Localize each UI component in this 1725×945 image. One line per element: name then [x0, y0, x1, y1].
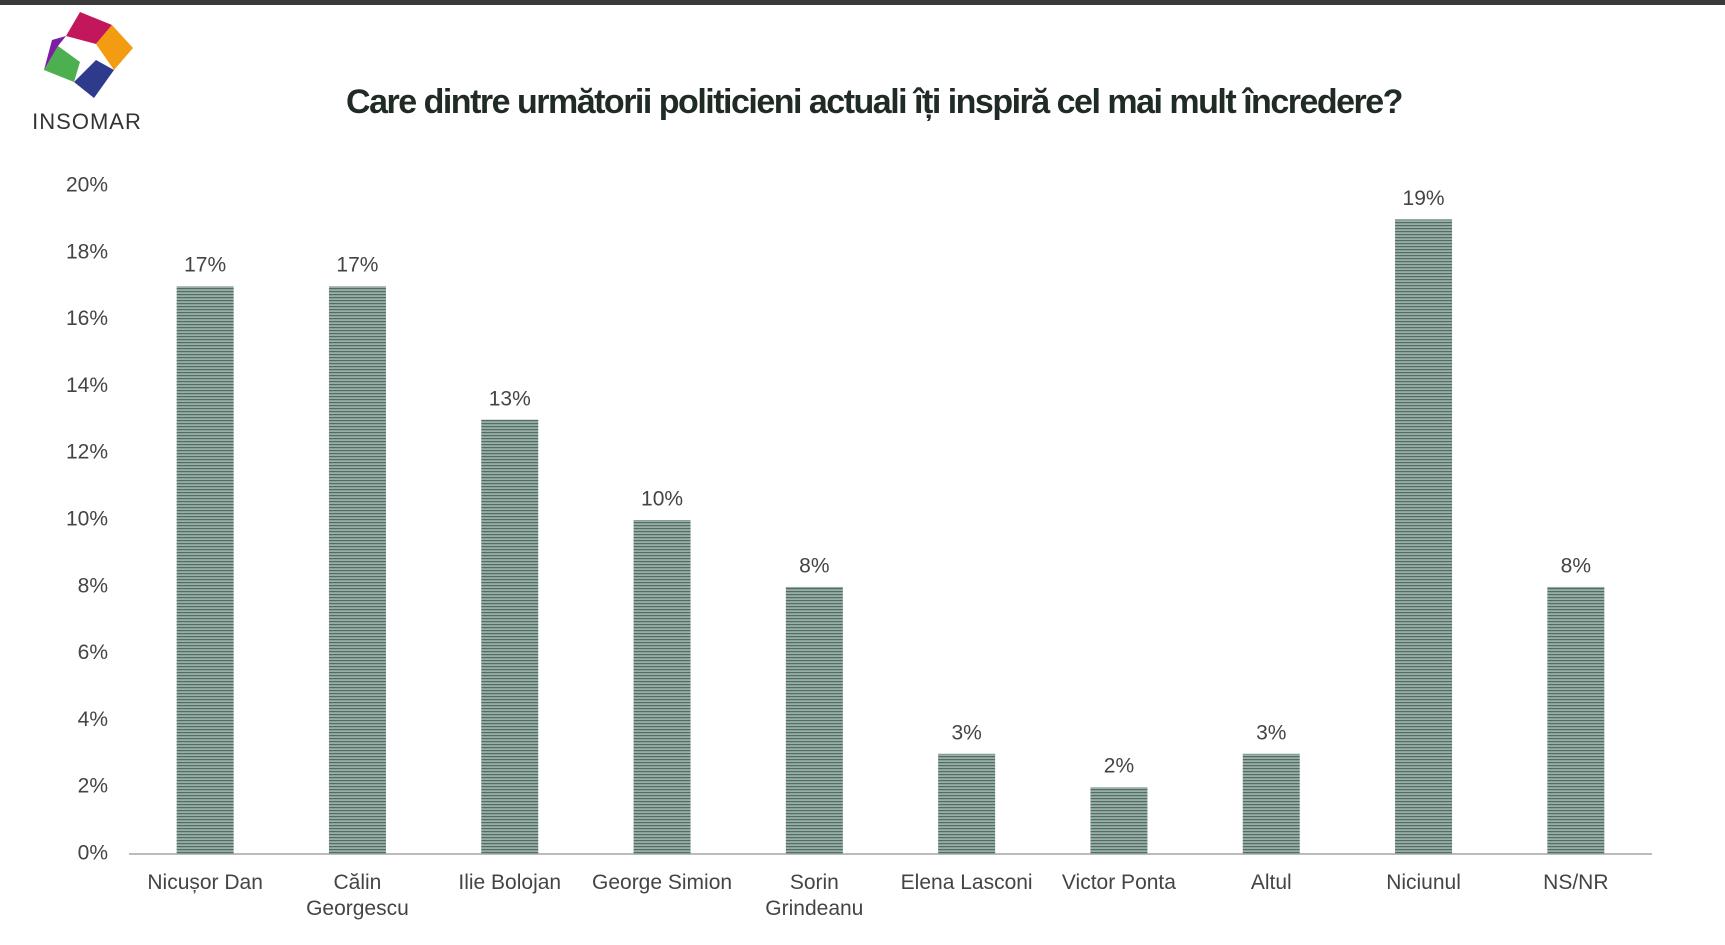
value-label: 3% — [1256, 721, 1286, 744]
y-tick-label: 8% — [78, 574, 108, 597]
bar — [481, 419, 539, 854]
bar — [1395, 219, 1453, 854]
x-tick-label: Victor Ponta — [1061, 871, 1176, 894]
logo-icon — [44, 12, 133, 98]
x-tick-label: Nicușor Dan — [147, 871, 263, 894]
x-tick-label: Niciunul — [1386, 871, 1461, 894]
bar — [1547, 586, 1605, 854]
y-tick-label: 16% — [66, 307, 108, 330]
bar — [785, 586, 843, 854]
value-label: 13% — [489, 387, 531, 410]
bar — [1242, 753, 1300, 854]
bar — [938, 753, 996, 854]
y-tick-label: 18% — [66, 240, 108, 263]
y-tick-label: 12% — [66, 441, 108, 464]
x-tick-label: Ilie Bolojan — [458, 871, 562, 894]
x-tick-label: Elena Lasconi — [900, 871, 1033, 894]
y-tick-label: 0% — [78, 842, 108, 865]
y-tick-label: 10% — [66, 508, 108, 531]
value-label: 8% — [1561, 554, 1591, 577]
x-tick-label: Călin Georgescu — [306, 871, 409, 920]
value-label: 2% — [1104, 755, 1134, 778]
y-tick-label: 14% — [66, 374, 108, 397]
y-tick-label: 2% — [78, 775, 108, 798]
value-label: 19% — [1403, 187, 1445, 210]
y-tick-label: 4% — [78, 708, 108, 731]
value-label: 3% — [951, 721, 981, 744]
value-label: 17% — [336, 254, 378, 277]
value-label: 10% — [641, 488, 683, 511]
value-label: 17% — [184, 254, 226, 277]
bar — [328, 286, 386, 854]
x-tick-label: NS/NR — [1543, 871, 1609, 894]
top-bar — [0, 0, 1725, 5]
bar — [1090, 787, 1148, 854]
chart-title: Care dintre următorii politicieni actual… — [346, 83, 1402, 121]
y-tick-label: 6% — [78, 641, 108, 664]
logo-text: INSOMAR — [32, 109, 142, 134]
bar — [633, 520, 691, 854]
x-tick-label: Altul — [1250, 871, 1292, 894]
bar — [176, 286, 234, 854]
x-tick-label: George Simion — [592, 871, 733, 894]
value-label: 8% — [799, 554, 829, 577]
y-tick-label: 20% — [66, 174, 108, 197]
x-tick-label: Sorin Grindeanu — [765, 871, 864, 920]
